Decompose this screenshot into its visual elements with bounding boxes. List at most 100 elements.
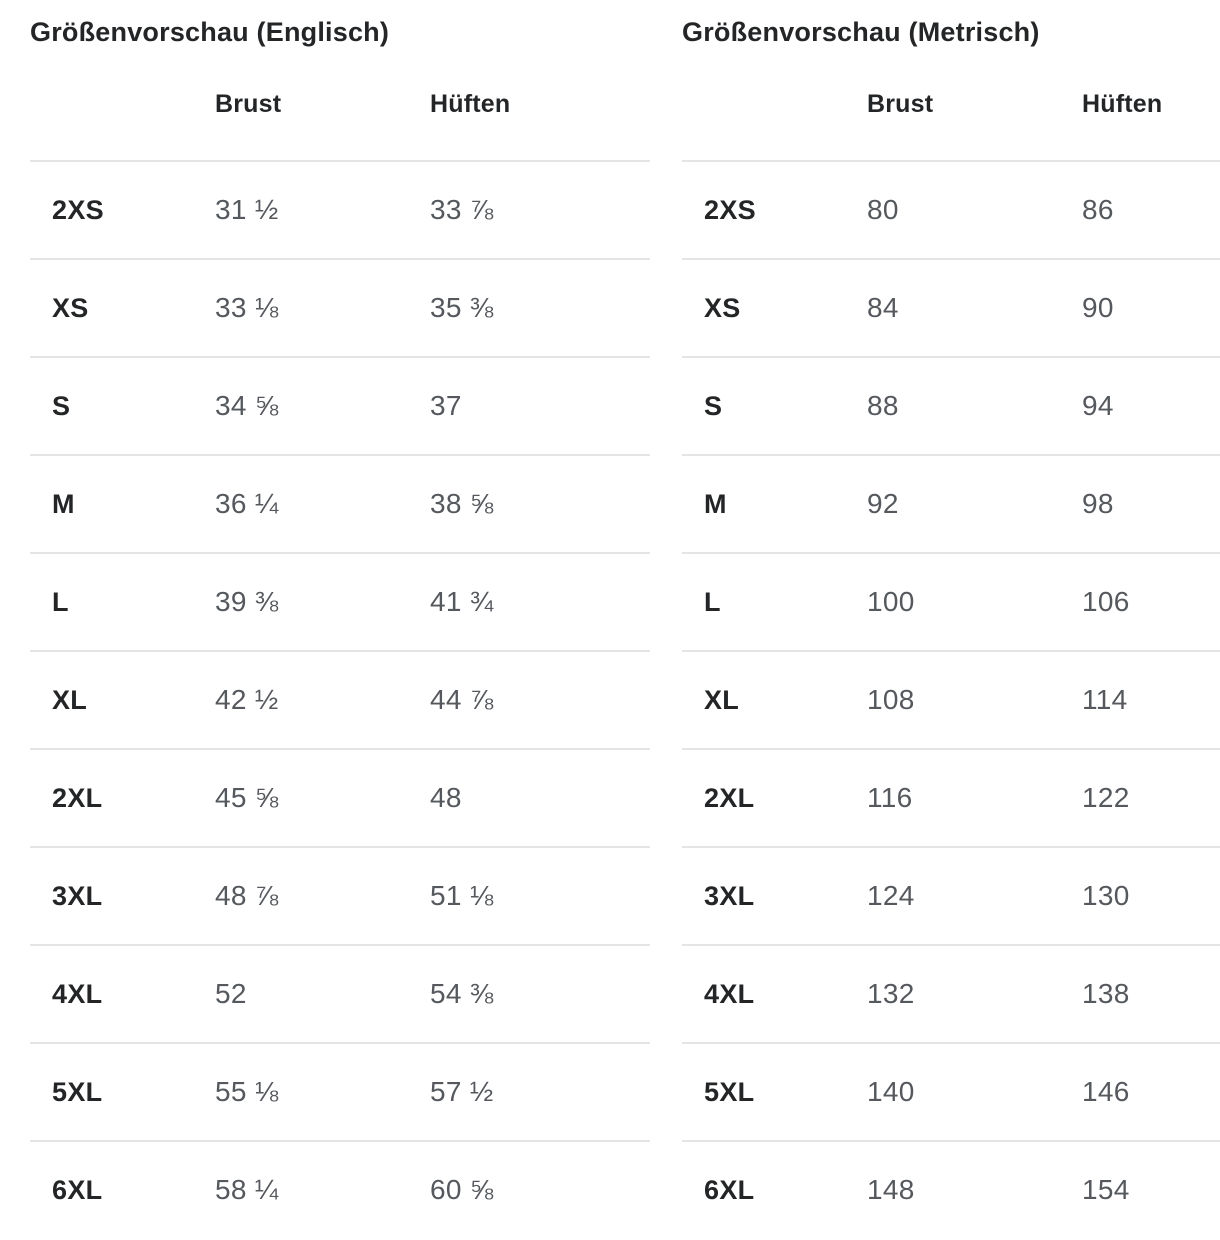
table-title-english: Größenvorschau (Englisch) <box>30 17 390 47</box>
size-label: XS <box>704 292 741 323</box>
hips-value: 48 <box>430 782 462 813</box>
size-row: XS 84 90 <box>682 258 1220 356</box>
size-label: S <box>52 390 71 421</box>
size-row: 2XS 80 86 <box>682 160 1220 258</box>
column-header-brust: Brust <box>215 89 282 118</box>
size-label: L <box>52 586 69 617</box>
chest-value: 124 <box>867 880 915 911</box>
chest-value: 148 <box>867 1174 915 1205</box>
size-label: 2XL <box>704 782 755 813</box>
chest-value: 39 ⅜ <box>215 586 279 617</box>
size-row: L 100 106 <box>682 552 1220 650</box>
chest-value: 80 <box>867 194 899 225</box>
size-label: XL <box>52 684 88 715</box>
size-table-metric: Größenvorschau (Metrisch) Brust Hüften 2… <box>682 0 1220 1240</box>
table-body-english: 2XS 31 ½ 33 ⅞ XS 33 ⅛ 35 ⅜ S 34 ⅝ 37 M 3… <box>30 160 650 1238</box>
hips-value: 86 <box>1082 194 1114 225</box>
chest-value: 108 <box>867 684 915 715</box>
column-header-hueften: Hüften <box>1082 89 1163 118</box>
hips-value: 51 ⅛ <box>430 880 494 911</box>
size-label: 3XL <box>704 880 755 911</box>
hips-value: 35 ⅜ <box>430 292 494 323</box>
hips-value: 114 <box>1082 684 1128 715</box>
size-row: XL 108 114 <box>682 650 1220 748</box>
size-label: 4XL <box>52 978 103 1009</box>
size-label: 6XL <box>52 1174 103 1205</box>
size-label: 3XL <box>52 880 103 911</box>
hips-value: 90 <box>1082 292 1114 323</box>
size-row: 2XS 31 ½ 33 ⅞ <box>30 160 650 258</box>
hips-value: 38 ⅝ <box>430 488 494 519</box>
hips-value: 94 <box>1082 390 1114 421</box>
size-label: 5XL <box>52 1076 103 1107</box>
chest-value: 45 ⅝ <box>215 782 279 813</box>
hips-value: 130 <box>1082 880 1130 911</box>
chest-value: 36 ¼ <box>215 488 279 519</box>
table-header-row: Brust Hüften <box>30 48 650 160</box>
hips-value: 54 ⅜ <box>430 978 494 1009</box>
chest-value: 58 ¼ <box>215 1174 279 1205</box>
chest-value: 84 <box>867 292 899 323</box>
size-table-english: Größenvorschau (Englisch) Brust Hüften 2… <box>30 0 650 1240</box>
hips-value: 44 ⅞ <box>430 684 494 715</box>
chest-value: 55 ⅛ <box>215 1076 279 1107</box>
chest-value: 42 ½ <box>215 684 279 715</box>
size-label: S <box>704 390 723 421</box>
size-row: M 92 98 <box>682 454 1220 552</box>
column-header-brust: Brust <box>867 89 934 118</box>
table-title-metric: Größenvorschau (Metrisch) <box>682 17 1040 47</box>
hips-value: 60 ⅝ <box>430 1174 494 1205</box>
size-label: XS <box>52 292 89 323</box>
chest-value: 92 <box>867 488 899 519</box>
size-label: 2XS <box>52 194 104 225</box>
chest-value: 116 <box>867 782 913 813</box>
hips-value: 37 <box>430 390 462 421</box>
size-label: XL <box>704 684 740 715</box>
table-header-row: Brust Hüften <box>682 48 1220 160</box>
size-row: L 39 ⅜ 41 ¾ <box>30 552 650 650</box>
size-row: 5XL 55 ⅛ 57 ½ <box>30 1042 650 1140</box>
hips-value: 122 <box>1082 782 1130 813</box>
size-row: 6XL 58 ¼ 60 ⅝ <box>30 1140 650 1238</box>
size-row: S 34 ⅝ 37 <box>30 356 650 454</box>
size-row: 3XL 124 130 <box>682 846 1220 944</box>
chest-value: 140 <box>867 1076 915 1107</box>
size-row: XS 33 ⅛ 35 ⅜ <box>30 258 650 356</box>
size-label: 4XL <box>704 978 755 1009</box>
chest-value: 48 ⅞ <box>215 880 279 911</box>
chest-value: 100 <box>867 586 915 617</box>
size-row: 5XL 140 146 <box>682 1042 1220 1140</box>
hips-value: 57 ½ <box>430 1076 494 1107</box>
size-row: XL 42 ½ 44 ⅞ <box>30 650 650 748</box>
column-header-hueften: Hüften <box>430 89 511 118</box>
size-row: 4XL 52 54 ⅜ <box>30 944 650 1042</box>
size-label: 5XL <box>704 1076 755 1107</box>
size-label: 2XS <box>704 194 756 225</box>
chest-value: 34 ⅝ <box>215 390 279 421</box>
size-row: 3XL 48 ⅞ 51 ⅛ <box>30 846 650 944</box>
size-row: M 36 ¼ 38 ⅝ <box>30 454 650 552</box>
chest-value: 31 ½ <box>215 194 279 225</box>
hips-value: 41 ¾ <box>430 586 494 617</box>
chest-value: 88 <box>867 390 899 421</box>
size-row: 2XL 45 ⅝ 48 <box>30 748 650 846</box>
hips-value: 98 <box>1082 488 1114 519</box>
chest-value: 132 <box>867 978 915 1009</box>
table-body-metric: 2XS 80 86 XS 84 90 S 88 94 M 92 98 L 100… <box>682 160 1220 1238</box>
chest-value: 52 <box>215 978 247 1009</box>
hips-value: 154 <box>1082 1174 1130 1205</box>
size-row: S 88 94 <box>682 356 1220 454</box>
size-row: 6XL 148 154 <box>682 1140 1220 1238</box>
hips-value: 138 <box>1082 978 1130 1009</box>
chest-value: 33 ⅛ <box>215 292 279 323</box>
hips-value: 106 <box>1082 586 1130 617</box>
size-label: 6XL <box>704 1174 755 1205</box>
size-label: M <box>52 488 75 519</box>
size-label: 2XL <box>52 782 103 813</box>
size-label: L <box>704 586 721 617</box>
size-row: 2XL 116 122 <box>682 748 1220 846</box>
hips-value: 33 ⅞ <box>430 194 494 225</box>
size-row: 4XL 132 138 <box>682 944 1220 1042</box>
size-label: M <box>704 488 727 519</box>
